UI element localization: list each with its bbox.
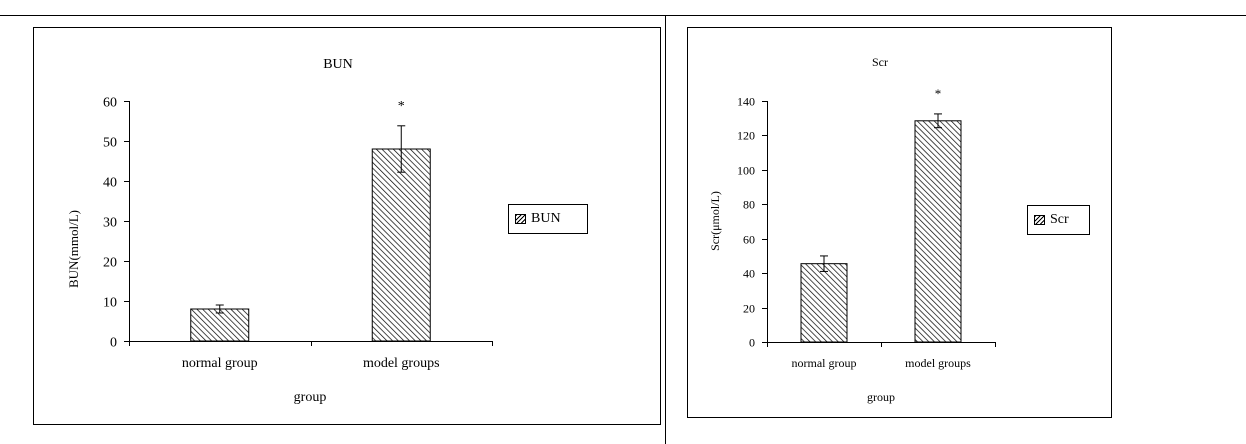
y-tick-label: 140	[737, 95, 755, 109]
legend-hatch-swatch	[1034, 215, 1045, 225]
significance-markers: *	[398, 99, 405, 114]
y-tick-label: 20	[103, 255, 117, 270]
x-category-label: normal group	[792, 356, 857, 370]
bar-model-groups	[914, 120, 962, 343]
scr-legend: Scr	[1027, 205, 1090, 235]
y-tick-label: 60	[743, 233, 755, 247]
y-axis-label: BUN(mmol/L)	[66, 210, 81, 288]
bar-normal-group	[800, 263, 848, 343]
x-axis-label: group	[867, 390, 895, 404]
y-tick-label: 10	[103, 295, 117, 310]
bar-model-groups	[371, 148, 431, 342]
chart-title: Scr	[872, 55, 888, 69]
y-ticks: 0 20 40 60 80 100 120 140	[737, 95, 767, 350]
y-tick-label: 100	[737, 164, 755, 178]
x-axis: normal group model groups	[129, 341, 493, 371]
legend-label: BUN	[531, 211, 561, 226]
y-axis: 0 20 40 60 80 100 120 140	[737, 95, 768, 350]
x-category-ticks: normal group model groups	[767, 342, 996, 370]
y-tick-label: 60	[103, 95, 117, 110]
y-tick-label: 40	[743, 267, 755, 281]
x-category-label: model groups	[363, 356, 440, 371]
x-axis: normal group model groups	[767, 342, 996, 370]
y-axis: 0 10 20 30 40 50 60	[103, 95, 130, 350]
y-tick-label: 50	[103, 135, 117, 150]
scr-chart-panel: Scr Scr(μmol/L) group 0 20 40 60 80 100 120 140…	[687, 27, 1112, 418]
bun-chart: BUN BUN(mmol/L) group 0 10 20 30 40 50 60 norm…	[66, 57, 493, 405]
legend-hatch-swatch	[515, 214, 526, 224]
error-bars	[215, 125, 406, 314]
y-ticks: 0 10 20 30 40 50 60	[103, 95, 129, 350]
scr-chart: Scr Scr(μmol/L) group 0 20 40 60 80 100 120 140…	[708, 55, 996, 404]
significance-asterisk: *	[935, 86, 942, 101]
x-category-label: normal group	[182, 356, 258, 371]
bars	[800, 120, 962, 343]
legend-label: Scr	[1050, 212, 1069, 227]
chart-title: BUN	[323, 57, 353, 72]
y-axis-label: Scr(μmol/L)	[708, 191, 722, 251]
bars	[190, 148, 431, 342]
y-tick-label: 0	[110, 335, 117, 350]
y-tick-label: 120	[737, 129, 755, 143]
y-tick-label: 80	[743, 198, 755, 212]
x-axis-label: group	[294, 390, 327, 405]
significance-markers: *	[935, 86, 942, 101]
bun-chart-panel: BUN BUN(mmol/L) group 0 10 20 30 40 50 60 norm…	[33, 27, 661, 425]
error-bars	[820, 113, 942, 272]
y-tick-label: 20	[743, 302, 755, 316]
y-tick-label: 30	[103, 215, 117, 230]
bar-normal-group	[190, 308, 250, 342]
y-tick-label: 40	[103, 175, 117, 190]
x-category-ticks: normal group model groups	[129, 341, 493, 371]
x-category-label: model groups	[905, 356, 971, 370]
bun-legend: BUN	[508, 204, 588, 234]
significance-asterisk: *	[398, 99, 405, 114]
y-tick-label: 0	[749, 336, 755, 350]
